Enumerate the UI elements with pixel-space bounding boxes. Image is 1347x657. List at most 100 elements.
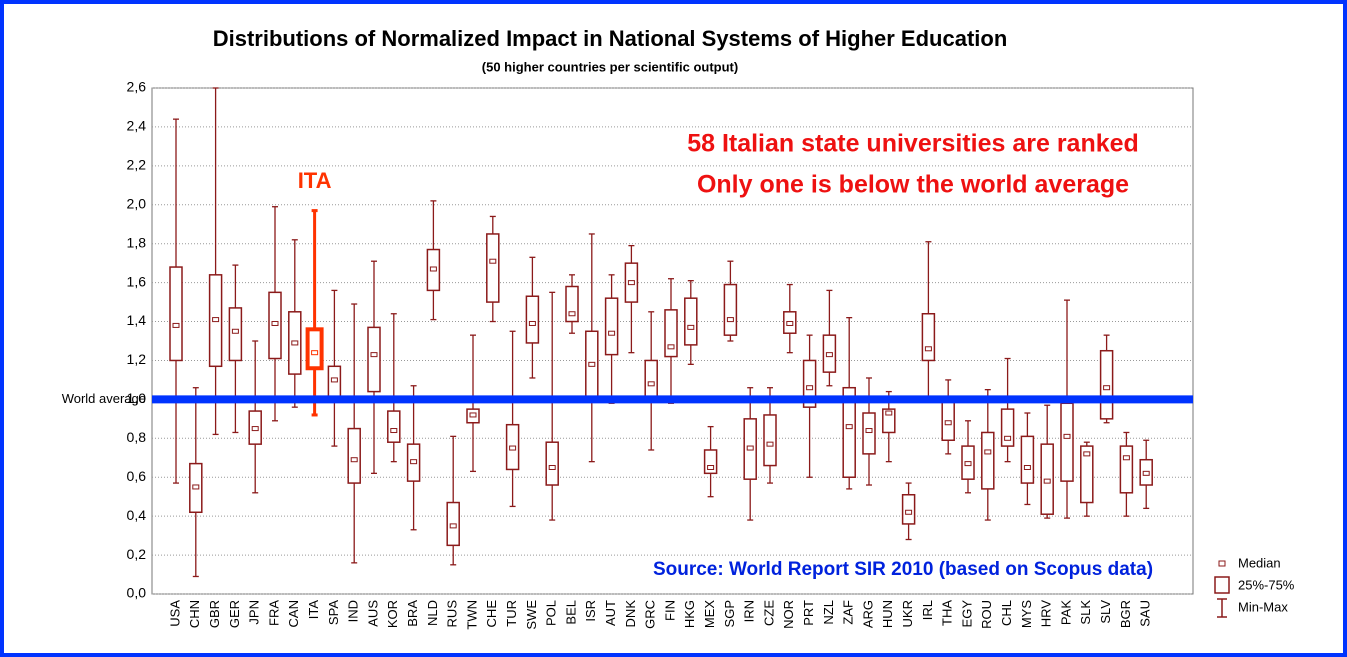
y-tick-label: 1,2 bbox=[127, 351, 147, 367]
box bbox=[367, 326, 381, 393]
x-tick-label: SLV bbox=[1098, 600, 1113, 624]
box bbox=[981, 431, 995, 490]
box bbox=[1020, 435, 1035, 484]
y-tick-label: 1,8 bbox=[127, 234, 147, 250]
median bbox=[865, 428, 873, 434]
median bbox=[1142, 470, 1150, 476]
x-tick-label: ARG bbox=[860, 600, 875, 628]
median bbox=[548, 465, 556, 470]
x-tick-label: BGR bbox=[1118, 600, 1133, 628]
x-tick-label: SAU bbox=[1138, 600, 1153, 627]
legend-label: Min-Max bbox=[1238, 599, 1288, 614]
y-tick-label: 1,4 bbox=[127, 312, 147, 328]
median bbox=[330, 377, 338, 383]
median bbox=[429, 266, 437, 272]
legend-median bbox=[1218, 560, 1226, 567]
median bbox=[271, 320, 279, 326]
median bbox=[984, 449, 992, 455]
box bbox=[723, 283, 738, 336]
median bbox=[528, 320, 536, 326]
x-tick-label: NOR bbox=[781, 600, 796, 629]
x-tick-label: SLK bbox=[1078, 600, 1093, 625]
x-tick-label: RUS bbox=[445, 600, 460, 628]
median bbox=[291, 340, 299, 346]
median bbox=[1103, 385, 1111, 391]
x-tick-label: EGY bbox=[959, 600, 974, 628]
median bbox=[766, 441, 774, 447]
x-tick-label: AUS bbox=[365, 600, 380, 627]
legend-label: Median bbox=[1238, 555, 1281, 570]
x-tick-label: TWN bbox=[464, 600, 479, 630]
box bbox=[525, 295, 540, 344]
median bbox=[687, 324, 695, 330]
median bbox=[1043, 478, 1051, 484]
source-note: Source: World Report SIR 2010 (based on … bbox=[653, 559, 1153, 580]
plot-frame bbox=[151, 87, 1194, 595]
x-tick-label: ISR bbox=[583, 600, 598, 622]
annotation: ITA bbox=[298, 168, 332, 193]
reference-label: World average bbox=[62, 391, 146, 406]
box bbox=[604, 297, 619, 356]
median bbox=[390, 428, 398, 434]
chart-subtitle: (50 higher countries per scientific outp… bbox=[482, 59, 738, 74]
x-tick-label: CHE bbox=[484, 600, 499, 628]
median bbox=[627, 280, 635, 286]
x-tick-label: ITA bbox=[306, 600, 321, 620]
box bbox=[387, 410, 401, 443]
x-tick-label: FIN bbox=[662, 600, 677, 621]
x-tick-label: FRA bbox=[266, 600, 281, 626]
median bbox=[825, 352, 833, 358]
x-tick-label: MYS bbox=[1019, 600, 1034, 629]
x-tick-label: IRN bbox=[742, 600, 757, 622]
box bbox=[842, 386, 856, 478]
median bbox=[311, 350, 319, 356]
x-tick-label: SGP bbox=[722, 600, 737, 627]
x-tick-label: GER bbox=[227, 600, 242, 628]
box bbox=[565, 285, 579, 323]
x-tick-label: THA bbox=[940, 600, 955, 626]
y-tick-label: 0,4 bbox=[127, 507, 147, 523]
median bbox=[1083, 451, 1091, 457]
chart-title: Distributions of Normalized Impact in Na… bbox=[213, 26, 1008, 51]
x-tick-label: ZAF bbox=[841, 600, 856, 625]
x-tick-label: BEL bbox=[563, 600, 578, 625]
box bbox=[763, 414, 777, 467]
x-tick-label: UKR bbox=[900, 600, 915, 627]
x-tick-label: CAN bbox=[286, 600, 301, 627]
median bbox=[588, 361, 596, 367]
box bbox=[305, 327, 324, 371]
box bbox=[327, 365, 342, 401]
box bbox=[1080, 445, 1094, 504]
median bbox=[568, 311, 576, 317]
median bbox=[489, 258, 497, 264]
median bbox=[192, 484, 200, 490]
median bbox=[469, 412, 477, 418]
annotation: 58 Italian state universities are ranked bbox=[687, 130, 1139, 158]
median bbox=[1004, 435, 1012, 441]
box bbox=[347, 427, 361, 484]
median bbox=[1023, 465, 1031, 470]
x-tick-label: JPN bbox=[247, 600, 262, 625]
y-tick-label: 0,6 bbox=[127, 468, 147, 484]
y-tick-label: 0,2 bbox=[127, 546, 147, 562]
median bbox=[1063, 433, 1071, 439]
median bbox=[608, 330, 616, 336]
x-tick-label: PRT bbox=[801, 600, 816, 626]
x-tick-label: HRV bbox=[1039, 600, 1054, 628]
box bbox=[228, 307, 243, 362]
median bbox=[509, 445, 517, 451]
x-tick-label: HUN bbox=[880, 600, 895, 628]
median bbox=[172, 322, 180, 328]
box bbox=[1119, 445, 1134, 494]
median bbox=[667, 344, 675, 350]
median bbox=[964, 461, 972, 467]
median bbox=[924, 346, 932, 352]
x-tick-label: IRL bbox=[920, 600, 935, 620]
x-tick-label: CHL bbox=[999, 600, 1014, 626]
y-tick-label: 1,0 bbox=[127, 390, 147, 406]
x-tick-label: GBR bbox=[207, 600, 222, 628]
median bbox=[350, 457, 358, 463]
x-tick-label: SPA bbox=[326, 600, 341, 625]
median bbox=[449, 523, 457, 529]
